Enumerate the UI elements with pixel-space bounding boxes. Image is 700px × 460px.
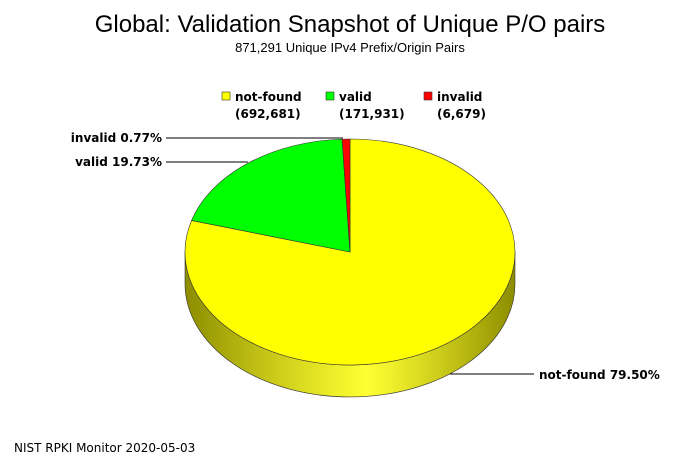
slice-labels: not-found 79.50% valid 19.73% invalid 0.77…: [71, 131, 660, 382]
legend-name-not-found: not-found: [235, 90, 302, 104]
chart-subtitle: 871,291 Unique IPv4 Prefix/Origin Pairs: [235, 40, 465, 55]
pie-top-face: [184, 138, 516, 366]
legend-swatch-invalid: [423, 91, 433, 101]
slice-label-valid: valid 19.73%: [75, 155, 162, 169]
legend-count-invalid: (6,679): [437, 107, 486, 121]
chart-title: Global: Validation Snapshot of Unique P/…: [95, 11, 606, 38]
legend-swatch-not-found: [221, 91, 231, 101]
footer-credit: NIST RPKI Monitor 2020-05-03: [14, 441, 195, 455]
legend-item-valid: valid (171,931): [325, 90, 405, 121]
legend-item-invalid: invalid (6,679): [423, 90, 486, 121]
slice-valid: [191, 138, 351, 253]
legend-item-not-found: not-found (692,681): [221, 90, 302, 121]
legend-name-valid: valid: [339, 90, 372, 104]
legend-count-not-found: (692,681): [235, 107, 301, 121]
slice-invalid: [341, 138, 351, 253]
legend-name-invalid: invalid: [437, 90, 482, 104]
slice-label-not-found: not-found 79.50%: [539, 368, 660, 382]
legend: not-found (692,681) valid (171,931) invalid (…: [221, 90, 486, 121]
legend-count-valid: (171,931): [339, 107, 405, 121]
legend-swatch-valid: [325, 91, 335, 101]
slice-label-invalid: invalid 0.77%: [71, 131, 162, 145]
